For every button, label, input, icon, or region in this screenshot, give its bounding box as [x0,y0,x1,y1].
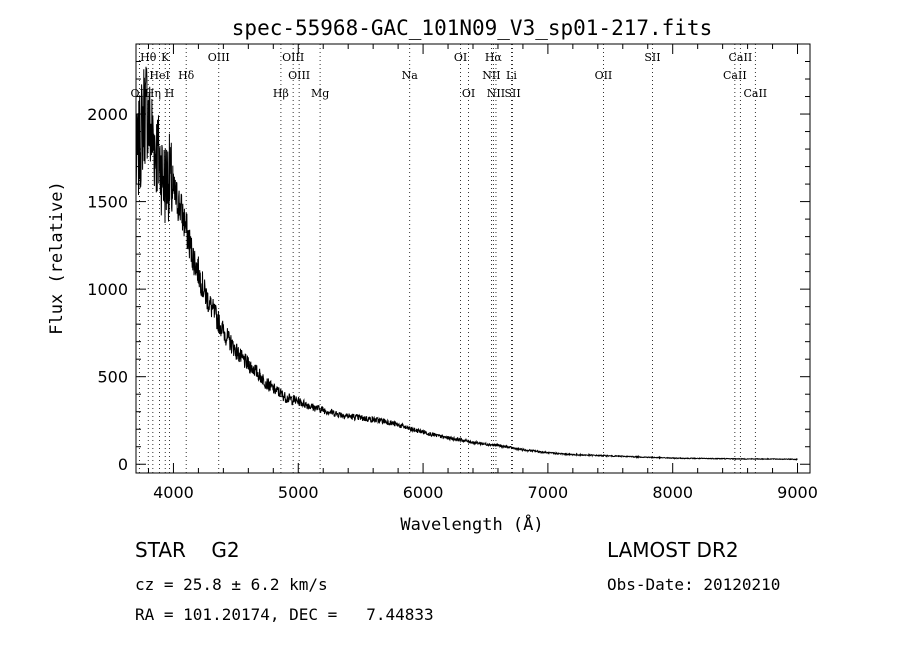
line-marker-label: CaII [729,51,753,64]
survey-label: LAMOST DR2 [607,538,739,562]
axes-layer: 4000 5000 6000 7000 8000 9000 0 500 1000 1500 2000 [87,44,818,502]
line-marker-label: SII [504,87,520,100]
redshift-label: cz = 25.8 ± 6.2 km/s [135,575,328,594]
line-marker-label: Li [506,69,517,82]
object-class-label: STAR G2 [135,538,240,562]
line-marker-label: Hα [485,51,503,64]
line-marker-label: K [161,51,170,64]
x-tick-label: 5000 [278,483,319,502]
x-tick-label: 6000 [403,483,444,502]
line-marker-label: SII [644,51,660,64]
line-marker-label: Hδ [178,69,195,82]
y-tick-label: 1500 [87,193,128,212]
y-axis-label: Flux (relative) [47,181,67,335]
line-marker-label: OIII [208,51,230,64]
x-tick-label: 9000 [777,483,818,502]
line-marker-label: Hθ [140,51,157,64]
coordinates-label: RA = 101.20174, DEC = 7.44833 [135,605,434,624]
line-marker-label: HeI [149,69,169,82]
line-marker-label: Mg [311,87,329,100]
y-tick-label: 0 [118,455,128,474]
y-tick-label: 500 [97,368,128,387]
y-tick-label: 1000 [87,280,128,299]
line-marker-label: CaII [743,87,767,100]
line-marker-label: Hβ [273,87,289,100]
spectrum-line [135,66,798,461]
line-marker-label: NII [482,69,500,82]
chart-title: spec-55968-GAC_101N09_V3_sp01-217.fits [232,16,712,40]
line-marker-label: OI [454,51,467,64]
y-tick-label: 2000 [87,105,128,124]
x-tick-label: 7000 [528,483,569,502]
plot-frame [135,43,811,474]
x-axis-label: Wavelength (Å) [400,513,543,535]
line-marker-label: OIII [288,69,310,82]
observation-date-label: Obs-Date: 20120210 [607,575,781,594]
line-marker-label: OII [595,69,613,82]
line-marker-label: Na [402,69,419,82]
line-marker-label: CaII [723,69,747,82]
x-tick-label: 8000 [652,483,693,502]
line-marker-label: OI [462,87,475,100]
line-marker-label: OIII [282,51,304,64]
line-marker-label: H [165,87,175,100]
line-marker-label: NII [487,87,505,100]
x-tick-label: 4000 [153,483,194,502]
series-layer [135,66,798,461]
